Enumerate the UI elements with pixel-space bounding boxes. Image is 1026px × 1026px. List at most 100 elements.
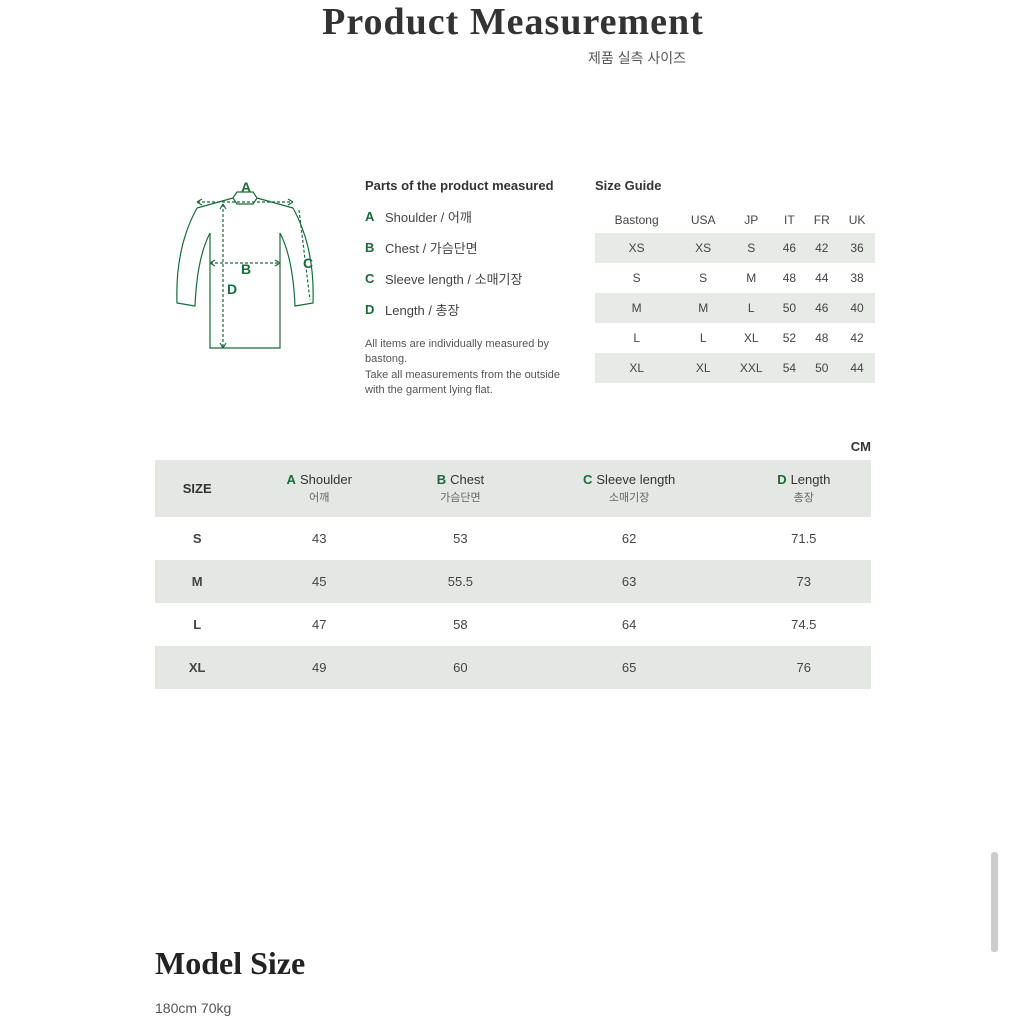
parts-note: All items are individually measured by b…: [365, 337, 565, 399]
measure-cell: 62: [522, 517, 737, 560]
guide-cell: S: [595, 263, 678, 293]
measure-cell: 58: [399, 603, 521, 646]
measure-cell: 64: [522, 603, 737, 646]
size-col-header: CSleeve length 소매기장: [522, 460, 737, 517]
measure-cell: 55.5: [399, 560, 521, 603]
table-row: M4555.56373: [155, 560, 871, 603]
part-row: B Chest / 가슴단면: [365, 238, 565, 257]
guide-cell: L: [728, 293, 774, 323]
guide-cell: 46: [804, 293, 839, 323]
measure-cell: S: [155, 517, 239, 560]
measure-cell: 76: [737, 646, 871, 689]
table-row: LLXL524842: [595, 323, 875, 353]
measure-cell: 60: [399, 646, 521, 689]
page-header: Product Measurement 제품 실측 사이즈: [0, 0, 1026, 68]
table-row: L47586474.5: [155, 603, 871, 646]
guide-cell: 48: [804, 323, 839, 353]
measure-cell: 74.5: [737, 603, 871, 646]
guide-cell: XL: [728, 323, 774, 353]
guide-cell: XS: [678, 233, 728, 263]
part-label: Sleeve length / 소매기장: [385, 269, 522, 288]
guide-cell: M: [728, 263, 774, 293]
measure-cell: XL: [155, 646, 239, 689]
guide-cell: 36: [839, 233, 875, 263]
guide-col: JP: [728, 207, 774, 233]
guide-cell: L: [595, 323, 678, 353]
measure-cell: 63: [522, 560, 737, 603]
guide-cell: XXL: [728, 353, 774, 383]
guide-cell: XL: [595, 353, 678, 383]
guide-cell: 48: [774, 263, 804, 293]
guide-cell: 50: [774, 293, 804, 323]
part-row: D Length / 총장: [365, 300, 565, 319]
parts-measured: Parts of the product measured A Shoulder…: [365, 178, 565, 399]
measure-cell: 71.5: [737, 517, 871, 560]
part-letter: D: [365, 302, 385, 317]
part-letter: A: [365, 209, 385, 224]
diagram-label-a: A: [241, 179, 251, 195]
table-row: XLXLXXL545044: [595, 353, 875, 383]
guide-cell: 54: [774, 353, 804, 383]
part-row: A Shoulder / 어깨: [365, 207, 565, 226]
measurement-section: SIZE AShoulder 어깨 BChest 가슴단면 CSleeve le…: [0, 460, 1026, 689]
garment-diagram-svg: A B C D: [155, 178, 335, 378]
table-header-row: Bastong USA JP IT FR UK: [595, 207, 875, 233]
measure-cell: 43: [239, 517, 399, 560]
guide-cell: 42: [804, 233, 839, 263]
guide-cell: 38: [839, 263, 875, 293]
measure-cell: 65: [522, 646, 737, 689]
table-row: S43536271.5: [155, 517, 871, 560]
measure-cell: 49: [239, 646, 399, 689]
table-header-row: SIZE AShoulder 어깨 BChest 가슴단면 CSleeve le…: [155, 460, 871, 517]
diagram-label-c: C: [303, 255, 313, 271]
measure-cell: 53: [399, 517, 521, 560]
guide-cell: 46: [774, 233, 804, 263]
part-label: Shoulder / 어깨: [385, 207, 472, 226]
diagram-label-b: B: [241, 261, 251, 277]
measure-cell: L: [155, 603, 239, 646]
guide-col: FR: [804, 207, 839, 233]
size-col-header: DLength 총장: [737, 460, 871, 517]
page-title: Product Measurement: [0, 0, 1026, 44]
part-label: Chest / 가슴단면: [385, 238, 478, 257]
model-value: 180cm 70kg: [155, 1000, 305, 1016]
guide-cell: S: [678, 263, 728, 293]
guide-cell: M: [595, 293, 678, 323]
guide-cell: 42: [839, 323, 875, 353]
size-guide-table: Bastong USA JP IT FR UK XSXSS464236SSM48…: [595, 207, 875, 383]
part-row: C Sleeve length / 소매기장: [365, 269, 565, 288]
part-letter: C: [365, 271, 385, 286]
guide-cell: S: [728, 233, 774, 263]
model-title: Model Size: [155, 945, 305, 982]
table-row: XSXSS464236: [595, 233, 875, 263]
part-label: Length / 총장: [385, 300, 460, 319]
guide-col: USA: [678, 207, 728, 233]
guide-cell: XL: [678, 353, 728, 383]
table-row: SSM484438: [595, 263, 875, 293]
guide-cell: 44: [839, 353, 875, 383]
guide-cell: M: [678, 293, 728, 323]
measure-cell: 73: [737, 560, 871, 603]
size-guide: Size Guide Bastong USA JP IT FR UK XSXSS…: [595, 178, 875, 383]
guide-cell: L: [678, 323, 728, 353]
model-section: Model Size 180cm 70kg: [155, 945, 305, 1016]
guide-cell: XS: [595, 233, 678, 263]
size-col-header: AShoulder 어깨: [239, 460, 399, 517]
size-col-header: BChest 가슴단면: [399, 460, 521, 517]
diagram-label-d: D: [227, 281, 237, 297]
garment-diagram: A B C D: [155, 178, 335, 383]
unit-label: CM: [0, 399, 1026, 460]
scrollbar-thumb[interactable]: [991, 852, 998, 952]
measure-cell: 45: [239, 560, 399, 603]
guide-cell: 44: [804, 263, 839, 293]
guide-col: Bastong: [595, 207, 678, 233]
measurement-table: SIZE AShoulder 어깨 BChest 가슴단면 CSleeve le…: [155, 460, 871, 689]
table-row: XL49606576: [155, 646, 871, 689]
measure-cell: 47: [239, 603, 399, 646]
page-subtitle: 제품 실측 사이즈: [0, 48, 1026, 68]
guide-cell: 50: [804, 353, 839, 383]
top-section: A B C D Parts of the product measured A …: [0, 68, 1026, 399]
guide-col: UK: [839, 207, 875, 233]
measure-cell: M: [155, 560, 239, 603]
guide-cell: 40: [839, 293, 875, 323]
